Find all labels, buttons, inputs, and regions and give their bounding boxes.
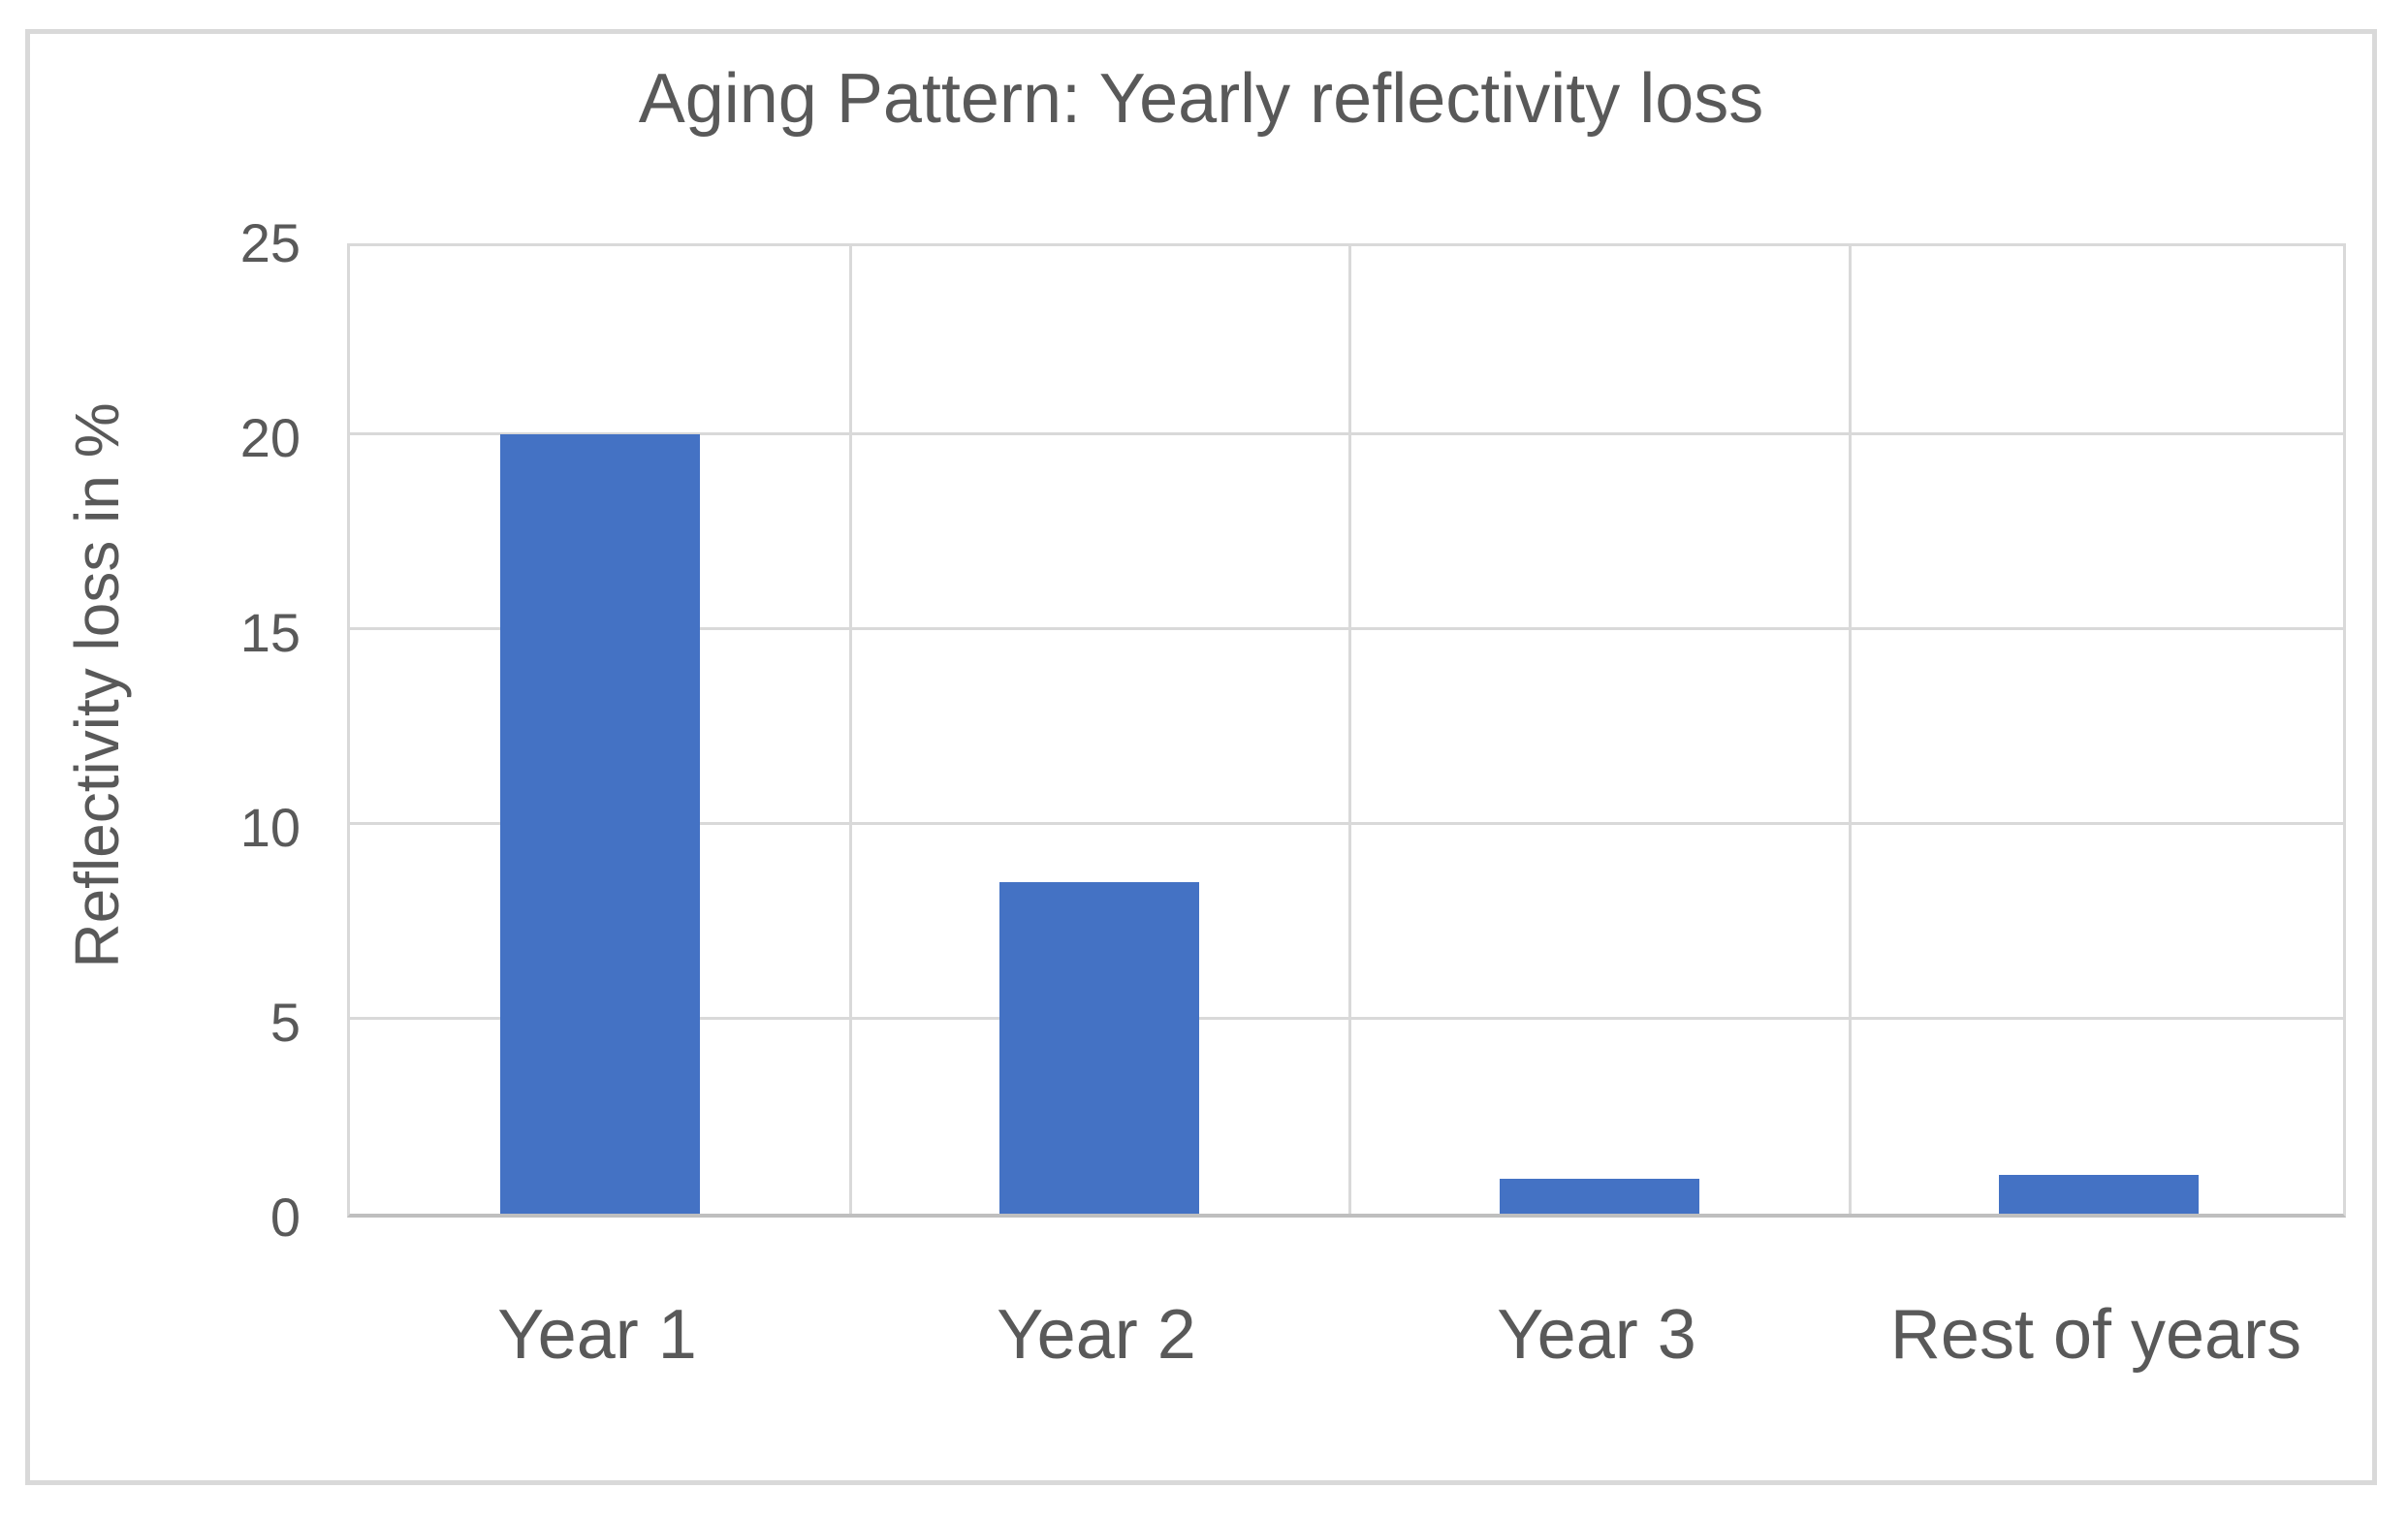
x-category-label-year-2: Year 2: [997, 1296, 1196, 1374]
y-axis-title: Reflectivity loss in %: [62, 402, 132, 968]
y-tick-label-10: 10: [239, 797, 301, 858]
y-tick-label-15: 15: [239, 602, 301, 663]
x-category-label-year-1: Year 1: [497, 1296, 697, 1374]
horizontal-gridline-20: [350, 432, 2343, 435]
vertical-gridline-2: [1348, 246, 1351, 1214]
y-tick-label-5: 5: [269, 992, 301, 1053]
horizontal-gridline-5: [350, 1017, 2343, 1020]
y-tick-label-0: 0: [269, 1187, 301, 1248]
chart-frame: Aging Pattern: Yearly reflectivity loss …: [25, 29, 2377, 1485]
y-tick-label-25: 25: [239, 212, 301, 273]
horizontal-gridline-10: [350, 822, 2343, 825]
plot-area: [347, 243, 2346, 1218]
vertical-gridline-3: [1849, 246, 1852, 1214]
y-tick-label-20: 20: [239, 407, 301, 468]
vertical-gridline-1: [849, 246, 852, 1214]
chart-title: Aging Pattern: Yearly reflectivity loss: [638, 60, 1764, 138]
bar-year-2: [999, 882, 1199, 1214]
bar-year-3: [1500, 1179, 1699, 1214]
x-category-label-year-3: Year 3: [1497, 1296, 1696, 1374]
horizontal-gridline-15: [350, 627, 2343, 630]
x-category-label-rest-of-years: Rest of years: [1889, 1296, 2302, 1374]
bar-year-1: [500, 434, 700, 1214]
bar-rest-of-years: [1999, 1175, 2199, 1214]
